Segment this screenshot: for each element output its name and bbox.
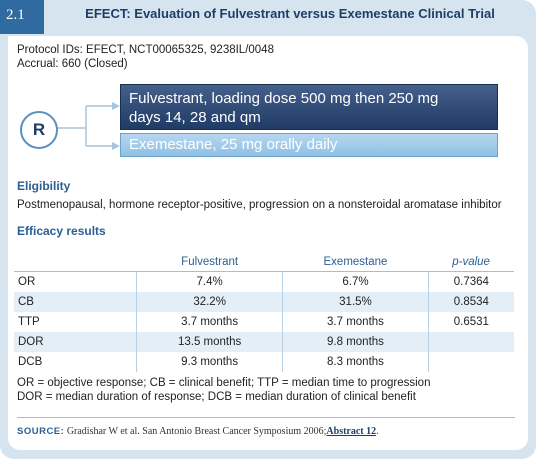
abstract-link[interactable]: Abstract 12 (326, 426, 377, 437)
cell-fulvestrant: 13.5 months (135, 332, 283, 352)
efficacy-heading: Efficacy results (17, 224, 106, 238)
accrual: Accrual: 660 (Closed) (17, 58, 128, 70)
footnote-line1: OR = objective response; CB = clinical b… (17, 377, 431, 389)
efficacy-table: Fulvestrant Exemestane p-value OR 7.4% 6… (14, 252, 514, 372)
col-header-exemestane: Exemestane (282, 252, 429, 272)
cell-exemestane: 31.5% (282, 292, 429, 312)
arm-fulvestrant-line1: Fulvestrant, loading dose 500 mg then 25… (129, 90, 439, 107)
randomization-circle: R (20, 111, 58, 149)
arm-exemestane: Exemestane, 25 mg orally daily (120, 133, 498, 157)
arm-fulvestrant: Fulvestrant, loading dose 500 mg then 25… (120, 84, 498, 130)
source-end: . (376, 426, 379, 437)
cell-p-value: 0.6531 (427, 312, 514, 332)
source-text: Gradishar W et al. San Antonio Breast Ca… (66, 426, 327, 437)
source-citation: SOURCE: Gradishar W et al. San Antonio B… (17, 426, 379, 437)
col-header-label (14, 252, 137, 272)
eligibility-heading: Eligibility (17, 179, 71, 193)
row-label: TTP (18, 316, 40, 328)
cell-fulvestrant: 9.3 months (135, 352, 283, 372)
table-row: TTP 3.7 months 3.7 months 0.6531 (14, 312, 514, 332)
table-header-row: Fulvestrant Exemestane p-value (14, 252, 514, 272)
cell-exemestane: 9.8 months (282, 332, 429, 352)
cell-fulvestrant: 32.2% (135, 292, 283, 312)
source-divider (17, 417, 515, 418)
cell-p-value: 0.8534 (427, 292, 514, 312)
cell-exemestane: 3.7 months (282, 312, 429, 332)
cell-p-value (427, 332, 514, 352)
col-header-fulvestrant: Fulvestrant (136, 252, 283, 272)
cell-fulvestrant: 7.4% (135, 271, 283, 292)
row-label: OR (18, 276, 36, 288)
content-panel: Protocol IDs: EFECT, NCT00065325, 9238IL… (8, 36, 528, 450)
row-label: DOR (14, 332, 137, 352)
col-header-p-value: p-value (428, 252, 514, 272)
footnote-line2: DOR = median duration of response; DCB =… (17, 391, 416, 403)
abbreviation-footnotes: OR = objective response; CB = clinical b… (17, 376, 430, 404)
table-row: DCB 9.3 months 8.3 months (14, 352, 514, 372)
eligibility-text: Postmenopausal, hormone receptor-positiv… (17, 199, 502, 211)
protocol-info: Protocol IDs: EFECT, NCT00065325, 9238IL… (17, 43, 274, 71)
row-label: CB (14, 292, 137, 312)
figure-title: EFECT: Evaluation of Fulvestrant versus … (85, 6, 495, 21)
source-label: SOURCE: (17, 426, 65, 437)
table-row: OR 7.4% 6.7% 0.7364 (14, 271, 514, 292)
table-row: DOR 13.5 months 9.8 months (14, 332, 514, 352)
figure-number: 2.1 (0, 0, 44, 34)
row-label: DCB (18, 356, 43, 368)
arm-fulvestrant-line2: days 14, 28 and qm (129, 109, 261, 126)
table-row: CB 32.2% 31.5% 0.8534 (14, 292, 514, 312)
cell-exemestane: 6.7% (282, 271, 429, 292)
cell-exemestane: 8.3 months (282, 352, 429, 372)
randomization-arrows (57, 102, 120, 150)
cell-p-value: 0.7364 (427, 271, 514, 292)
cell-p-value (427, 352, 514, 372)
protocol-ids: Protocol IDs: EFECT, NCT00065325, 9238IL… (17, 44, 274, 56)
cell-fulvestrant: 3.7 months (135, 312, 283, 332)
